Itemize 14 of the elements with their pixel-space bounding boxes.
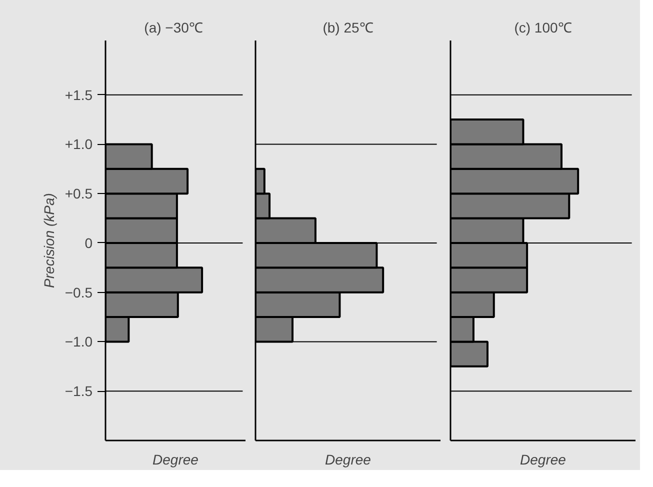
x-axis-title: Degree xyxy=(152,452,199,468)
chart-title: (a) −30℃ xyxy=(144,20,203,36)
x-axis-title: Degree xyxy=(520,452,566,468)
y-tick-label: −1.0 xyxy=(64,334,93,350)
chart-title: (b) 25℃ xyxy=(322,20,374,36)
y-tick-label: −0.5 xyxy=(64,284,93,300)
y-tick-label: −1.5 xyxy=(64,383,93,400)
y-axis-title: Precision (kPa) xyxy=(40,193,57,288)
y-tick-label: +0.5 xyxy=(64,186,93,202)
y-tick-label: +1.5 xyxy=(64,86,93,103)
chart-title: (c) 100℃ xyxy=(514,20,572,36)
x-axis-title: Degree xyxy=(325,452,372,468)
y-tick-label: 0 xyxy=(84,234,93,251)
y-tick-label: +1.0 xyxy=(64,136,93,152)
